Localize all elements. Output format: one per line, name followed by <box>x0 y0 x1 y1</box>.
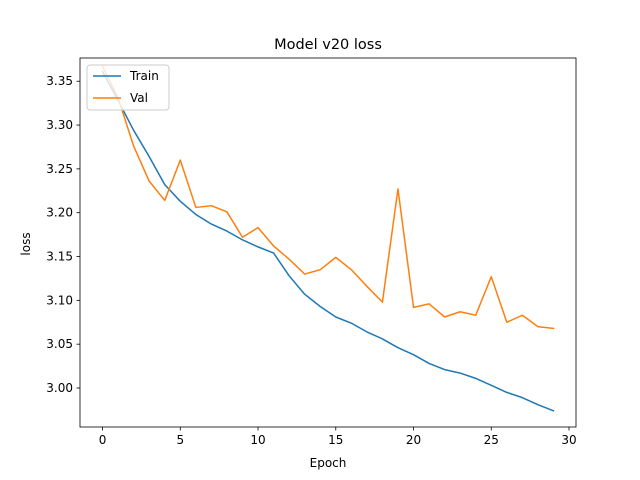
y-axis-title: loss <box>19 232 33 255</box>
legend-label-val: Val <box>130 91 148 105</box>
x-tick-label: 20 <box>406 433 421 447</box>
y-tick-label: 3.05 <box>46 337 73 351</box>
x-tick-label: 10 <box>250 433 265 447</box>
x-tick-label: 0 <box>99 433 107 447</box>
y-tick-label: 3.20 <box>46 206 73 220</box>
x-tick-label: 15 <box>328 433 343 447</box>
chart-title: Model v20 loss <box>274 37 382 53</box>
y-tick-label: 3.25 <box>46 162 73 176</box>
x-tick-label: 25 <box>484 433 499 447</box>
x-tick-label: 5 <box>176 433 184 447</box>
legend: Train Val <box>86 64 170 111</box>
x-axis-title: Epoch <box>310 456 347 470</box>
y-tick-label: 3.30 <box>46 118 73 132</box>
plot-frame <box>79 57 577 428</box>
x-tick-label: 30 <box>561 433 576 447</box>
y-tick-label: 3.10 <box>46 293 73 307</box>
y-tick-label: 3.00 <box>46 381 73 395</box>
legend-label-train: Train <box>129 69 159 83</box>
series-line-val <box>101 65 555 330</box>
y-tick-label: 3.35 <box>46 74 73 88</box>
y-tick-label: 3.15 <box>46 250 73 264</box>
series-line-train <box>101 70 555 412</box>
